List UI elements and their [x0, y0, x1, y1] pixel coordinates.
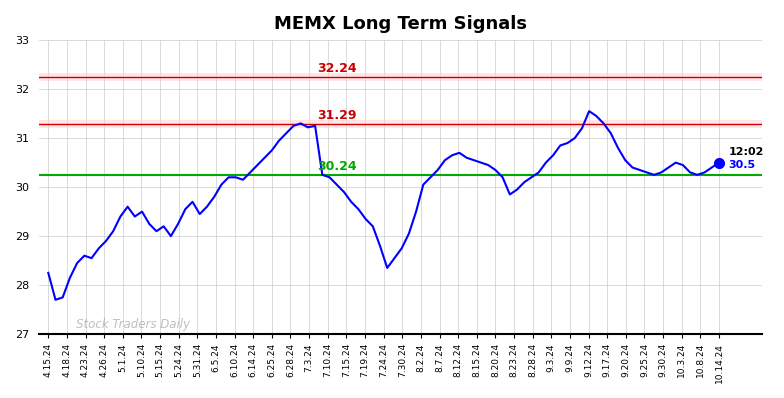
Title: MEMX Long Term Signals: MEMX Long Term Signals	[274, 15, 527, 33]
Point	[713, 160, 725, 166]
Text: 12:02: 12:02	[728, 147, 764, 157]
Text: 32.24: 32.24	[317, 62, 357, 76]
Text: 30.5: 30.5	[728, 160, 756, 170]
Text: 31.29: 31.29	[317, 109, 357, 122]
Text: Stock Traders Daily: Stock Traders Daily	[76, 318, 191, 331]
Bar	[39, 120, 762, 128]
Bar	[39, 73, 762, 81]
Text: 30.24: 30.24	[317, 160, 357, 174]
